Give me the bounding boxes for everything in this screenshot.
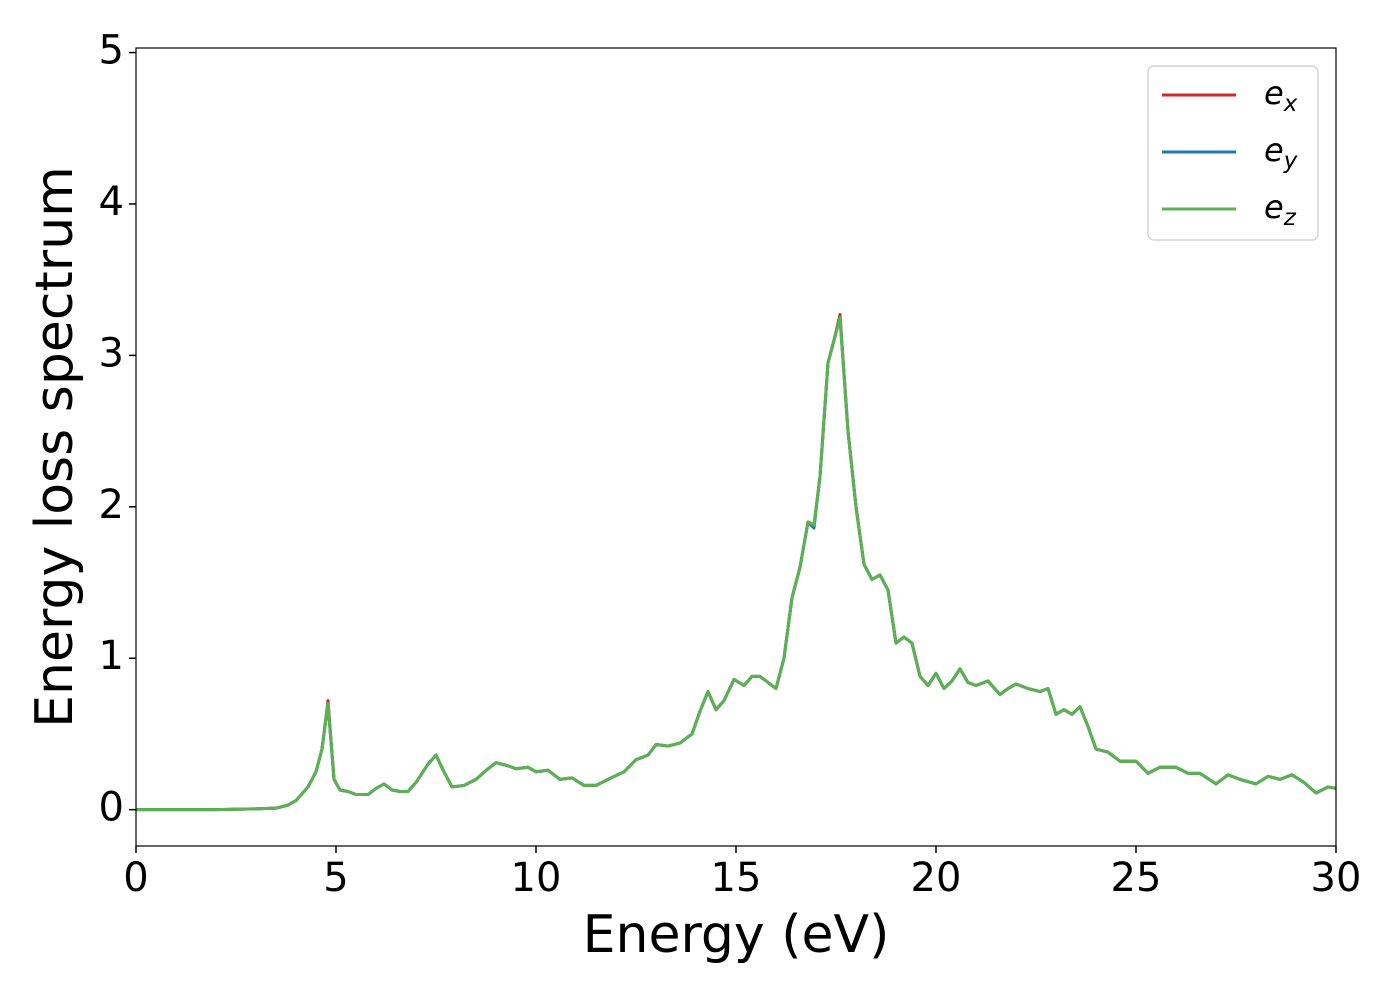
- legend-label: ey: [1264, 131, 1298, 174]
- y-tick-label: 1: [99, 633, 124, 679]
- x-tick-label: 25: [1111, 855, 1162, 901]
- line: [136, 313, 1336, 812]
- legend-label: ez: [1264, 188, 1297, 231]
- x-tick-label: 20: [911, 855, 962, 901]
- y-tick-label: 5: [99, 28, 124, 74]
- x-tick-label: 10: [511, 855, 562, 901]
- x-tick-label: 5: [323, 855, 348, 901]
- y-tick-label: 3: [99, 330, 124, 376]
- x-axis-label: Energy (eV): [583, 905, 890, 965]
- y-axis-label: Energy loss spectrum: [25, 166, 85, 728]
- y-tick-label: 2: [99, 482, 124, 528]
- y-tick-label: 4: [99, 179, 124, 225]
- x-tick-label: 15: [711, 855, 762, 901]
- legend-label: ex: [1264, 74, 1298, 117]
- y-tick-label: 0: [99, 785, 124, 831]
- line: [136, 316, 1336, 812]
- plot-frame: [135, 47, 1337, 847]
- x-tick-label: 30: [1311, 855, 1362, 901]
- x-tick-label: 0: [123, 855, 148, 901]
- line: [136, 316, 1336, 812]
